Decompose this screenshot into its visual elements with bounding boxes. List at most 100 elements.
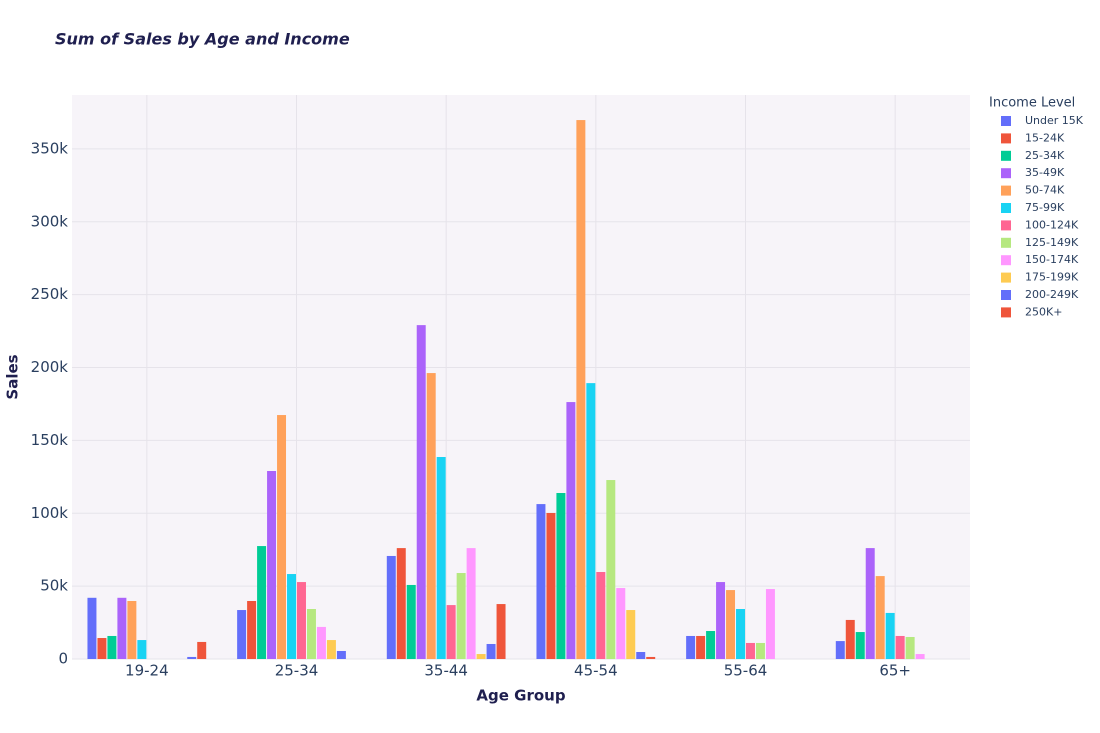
bar [316,626,326,659]
bar [726,590,736,659]
bar [556,493,566,659]
bar [616,588,626,659]
bar [865,548,875,659]
bar [746,642,755,659]
legend-label[interactable]: 75-99K [1025,201,1065,214]
bar [905,636,915,659]
legend-label[interactable]: 50-74K [1025,184,1065,197]
bar [426,373,436,659]
bar [197,641,207,659]
legend-swatch[interactable] [1001,220,1011,231]
bar [277,415,287,659]
bar [287,574,296,659]
bar [626,610,636,659]
x-tick-label: 45-54 [574,662,618,680]
bar [297,582,306,659]
legend-swatch[interactable] [1001,185,1011,196]
bar [326,640,336,659]
y-tick-label: 0 [58,650,68,668]
x-tick-label: 35-44 [424,662,468,680]
y-tick-label: 300k [31,212,69,230]
bar [636,652,646,659]
x-tick-label: 55-64 [724,662,768,680]
plot-background [72,95,970,659]
bar [576,120,586,660]
bar [436,457,446,659]
bar [875,576,885,659]
legend-swatch[interactable] [1001,150,1011,161]
bar [706,631,716,659]
legend-swatch[interactable] [1001,272,1011,283]
y-tick-label: 100k [31,504,69,522]
bar [686,635,696,659]
bar [835,641,845,659]
legend-label[interactable]: 100-124K [1025,218,1079,231]
bar [396,548,406,659]
bar [496,604,506,659]
legend-swatch[interactable] [1001,307,1011,318]
bar [586,383,596,659]
legend-label[interactable]: 25-34K [1025,149,1065,162]
bar [765,589,775,659]
bar [386,555,396,659]
legend-label[interactable]: 250K+ [1025,305,1062,318]
bar [97,638,107,659]
bar [566,402,576,659]
bar [456,573,466,659]
bar [646,656,656,659]
y-tick-label: 150k [31,431,69,449]
y-tick-label: 250k [31,285,69,303]
y-tick-label: 50k [40,577,68,595]
bar [117,597,127,659]
bar [107,635,117,659]
x-tick-label: 65+ [879,662,911,680]
legend-label[interactable]: 35-49K [1025,166,1065,179]
bar [845,619,855,659]
bar [696,635,706,659]
bar [187,656,197,659]
bar [736,609,745,659]
bar [885,612,895,659]
bar [257,546,267,659]
bar [247,600,257,659]
bar [336,650,346,659]
bar [446,605,456,659]
legend-swatch[interactable] [1001,116,1011,126]
legend-swatch[interactable] [1001,255,1011,266]
legend-swatch[interactable] [1001,237,1011,248]
bar [416,325,426,659]
legend-title: Income Level [989,96,1075,111]
bar [137,640,147,659]
bar [466,548,476,659]
y-tick-label: 350k [31,139,69,157]
legend-swatch[interactable] [1001,133,1011,144]
bar [915,654,925,659]
legend-swatch[interactable] [1001,168,1011,179]
bar [406,584,416,659]
bar [87,597,97,659]
bar [536,504,546,659]
bar [855,632,865,659]
chart-title: Sum of Sales by Age and Income [55,30,350,49]
x-axis-title: Age Group [476,687,565,705]
x-tick-label: 19-24 [125,662,169,680]
legend-swatch[interactable] [1001,290,1011,300]
bar [755,642,765,659]
legend-label[interactable]: 150-174K [1025,253,1079,266]
legend-swatch[interactable] [1001,203,1011,213]
bar [606,480,616,659]
legend-label[interactable]: Under 15K [1025,114,1084,127]
bar [267,471,277,659]
y-tick-label: 200k [31,358,69,376]
bar [237,610,247,659]
legend-label[interactable]: 200-249K [1025,288,1079,301]
legend-label[interactable]: 125-149K [1025,236,1079,249]
x-tick-label: 25-34 [275,662,319,680]
bar [716,582,726,659]
bar [476,654,486,659]
bar [895,635,905,659]
legend-label[interactable]: 175-199K [1025,271,1079,284]
y-axis-title: Sales [4,354,22,399]
legend-label[interactable]: 15-24K [1025,131,1065,144]
